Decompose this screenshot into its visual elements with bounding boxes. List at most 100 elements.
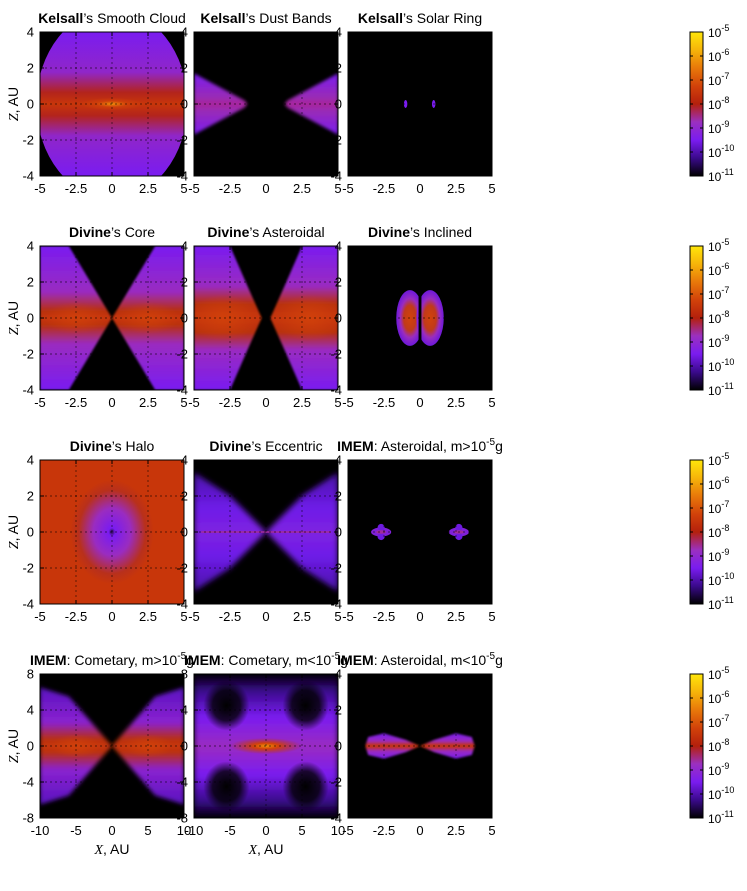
y-axis-label: Z, AU: [5, 515, 22, 549]
panel-1: Kelsall’s Smooth Cloud -5 -2.5 0 2.5 5 4 2 0 -2 -4…: [5, 10, 188, 196]
y-tick-label: 0: [27, 525, 34, 540]
colorbar-tick-label: 10-6: [708, 689, 729, 706]
panel-title: IMEM: Cometary, m<10-5g: [184, 651, 348, 668]
panel-title: IMEM: Asteroidal, m>10-5g: [337, 437, 503, 454]
y-tick-label: -2: [22, 347, 34, 362]
y-tick-label: -8: [22, 811, 34, 826]
y-tick-label: 8: [27, 667, 34, 682]
y-tick-label: 4: [27, 239, 34, 254]
x-tick-label: -5: [224, 823, 236, 838]
colorbar-tick-label: 10-9: [708, 119, 729, 136]
colorbar-tick-label: 10-6: [708, 261, 729, 278]
colorbar-tick-label: 10-10: [708, 357, 734, 374]
y-tick-label: -2: [176, 133, 188, 148]
x-tick-label: 2.5: [293, 395, 311, 410]
x-tick-label: 5: [488, 181, 495, 196]
y-tick-label: 8: [181, 667, 188, 682]
y-axis-label: Z, AU: [5, 729, 22, 763]
y-tick-label: 0: [335, 311, 342, 326]
x-tick-label: -5: [342, 181, 354, 196]
y-tick-label: 4: [27, 25, 34, 40]
y-tick-label: -4: [330, 597, 342, 612]
panel-5: Divine’s Asteroidal -5 -2.5 0 2.5 5 4 2 0 -2 -4: [176, 224, 341, 410]
colorbar-tick-label: 10-9: [708, 761, 729, 778]
x-tick-label: -5: [342, 823, 354, 838]
x-tick-label: 5: [180, 395, 187, 410]
colorbar-tick-label: 10-7: [708, 499, 729, 516]
panel-3: Kelsall’s Solar Ring -5 -2.5 0 2.5 5 4 2 0 -2 -4: [330, 10, 495, 196]
y-tick-label: 0: [27, 97, 34, 112]
x-tick-label: 2.5: [293, 181, 311, 196]
x-tick-label: 5: [488, 609, 495, 624]
y-tick-label: -4: [176, 775, 188, 790]
colorbar-tick-label: 10-8: [708, 523, 729, 540]
y-tick-label: 4: [335, 25, 342, 40]
y-tick-label: -2: [176, 561, 188, 576]
colorbar-tick-label: 10-9: [708, 547, 729, 564]
y-tick-label: -2: [22, 561, 34, 576]
x-tick-label: 0: [108, 395, 115, 410]
y-tick-label: 2: [335, 703, 342, 718]
x-tick-label: 2.5: [447, 181, 465, 196]
colorbar-tick-label: 10-7: [708, 713, 729, 730]
x-tick-label: 0: [262, 181, 269, 196]
colorbar-tick-label: 10-5: [708, 23, 729, 40]
y-tick-label: 2: [335, 275, 342, 290]
panel-9: IMEM: Asteroidal, m>10-5g -5 -2.5 0 2.5 5 4 2 0 -…: [330, 437, 502, 624]
colorbar-tick-label: 10-7: [708, 285, 729, 302]
x-tick-label: 0: [262, 395, 269, 410]
panel-title: Kelsall’s Dust Bands: [200, 10, 331, 26]
x-tick-label: -5: [342, 395, 354, 410]
colorbar-tick-label: 10-11: [708, 167, 734, 184]
colorbar-tick-label: 10-6: [708, 475, 729, 492]
x-tick-label: 5: [334, 609, 341, 624]
x-tick-label: 2.5: [447, 823, 465, 838]
colorbar-tick-label: 10-11: [708, 809, 734, 826]
colorbar: 10-5 10-6 10-7 10-8 10-9 10-10 10-11: [689, 23, 734, 184]
colorbar-tick-label: 10-8: [708, 309, 729, 326]
y-tick-label: 4: [181, 25, 188, 40]
y-tick-label: 0: [181, 97, 188, 112]
y-tick-label: 2: [181, 61, 188, 76]
x-tick-label: 0: [108, 609, 115, 624]
x-tick-label: -2.5: [373, 823, 395, 838]
x-tick-label: -2.5: [373, 181, 395, 196]
panel-2: Kelsall’s Dust Bands -5 -2.5 0 2.5 5 4 2 0 -2 -4: [176, 10, 341, 196]
y-tick-label: 0: [335, 525, 342, 540]
panel-title: Divine’s Core: [69, 224, 155, 240]
x-tick-label: 5: [144, 823, 151, 838]
x-tick-label: 5: [334, 395, 341, 410]
y-tick-label: 2: [27, 489, 34, 504]
panel-title: Kelsall’s Smooth Cloud: [38, 10, 186, 26]
y-tick-label: 4: [181, 453, 188, 468]
x-tick-label: -2.5: [219, 395, 241, 410]
y-tick-label: 0: [27, 311, 34, 326]
y-axis-label: Z, AU: [5, 87, 22, 121]
y-tick-label: -4: [176, 383, 188, 398]
x-tick-label: 0: [416, 609, 423, 624]
y-tick-label: 4: [181, 703, 188, 718]
y-tick-label: 4: [335, 667, 342, 682]
y-tick-label: -4: [176, 169, 188, 184]
colorbar-tick-label: 10-6: [708, 47, 729, 64]
panel-8: Divine’s Eccentric -5 -2.5 0 2.5 5 4 2 0 -2 -4: [176, 438, 341, 624]
x-axis-label: X, AU: [247, 841, 283, 858]
x-tick-label: 0: [416, 823, 423, 838]
colorbar-tick-label: 10-11: [708, 381, 734, 398]
panel-6: Divine’s Inclined -5 -2.5 0 2.5 5 4 2 0 -2 -4: [330, 224, 495, 410]
colorbar-tick-label: 10-7: [708, 71, 729, 88]
y-tick-label: 2: [27, 61, 34, 76]
y-tick-label: -2: [330, 347, 342, 362]
colorbar: 10-5 10-6 10-7 10-8 10-9 10-10 10-11: [689, 665, 734, 826]
x-tick-label: 0: [262, 609, 269, 624]
colorbar-tick-label: 10-5: [708, 237, 729, 254]
x-tick-label: -5: [188, 395, 200, 410]
x-tick-label: 2.5: [139, 181, 157, 196]
x-tick-label: 5: [488, 823, 495, 838]
colorbar-tick-label: 10-8: [708, 737, 729, 754]
x-tick-label: -2.5: [219, 609, 241, 624]
y-tick-label: 4: [181, 239, 188, 254]
y-tick-label: -4: [22, 383, 34, 398]
x-tick-label: 10: [331, 823, 345, 838]
x-tick-label: 0: [262, 823, 269, 838]
